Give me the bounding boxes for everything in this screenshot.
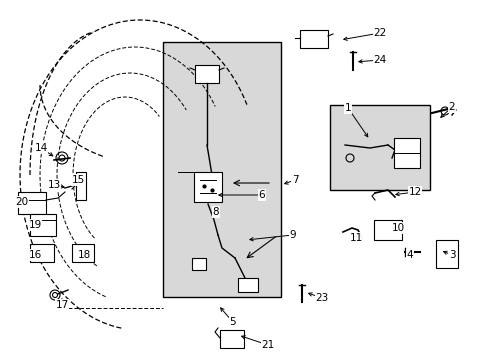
Bar	[299, 30, 327, 48]
Text: 20: 20	[16, 197, 28, 207]
Text: 21: 21	[261, 340, 274, 350]
Bar	[30, 244, 54, 262]
Text: 13: 13	[47, 180, 61, 190]
Bar	[72, 244, 94, 262]
Bar	[18, 192, 46, 214]
Bar	[192, 258, 205, 270]
Bar	[435, 240, 457, 268]
Text: 17: 17	[55, 300, 68, 310]
Text: 23: 23	[315, 293, 328, 303]
Bar	[238, 278, 258, 292]
Text: 22: 22	[373, 28, 386, 38]
Text: 15: 15	[71, 175, 84, 185]
Text: 16: 16	[28, 250, 41, 260]
Text: 14: 14	[34, 143, 47, 153]
Bar	[195, 65, 219, 83]
Bar	[194, 172, 222, 202]
Bar	[30, 214, 56, 236]
Bar	[220, 330, 244, 348]
Bar	[373, 220, 401, 240]
Bar	[329, 105, 429, 190]
Text: 2: 2	[448, 102, 454, 112]
Text: 24: 24	[373, 55, 386, 65]
Text: 1: 1	[344, 103, 350, 113]
Text: 9: 9	[289, 230, 296, 240]
Text: 12: 12	[407, 187, 421, 197]
Text: 6: 6	[258, 190, 265, 200]
Text: 8: 8	[212, 207, 219, 217]
Bar	[393, 138, 419, 168]
Text: 18: 18	[77, 250, 90, 260]
Text: 3: 3	[448, 250, 454, 260]
Bar	[163, 42, 281, 297]
Text: 11: 11	[348, 233, 362, 243]
Text: 19: 19	[28, 220, 41, 230]
Text: 7: 7	[291, 175, 298, 185]
Text: 4: 4	[406, 250, 412, 260]
Bar	[76, 172, 86, 200]
Text: 5: 5	[229, 317, 236, 327]
Text: 10: 10	[390, 223, 404, 233]
